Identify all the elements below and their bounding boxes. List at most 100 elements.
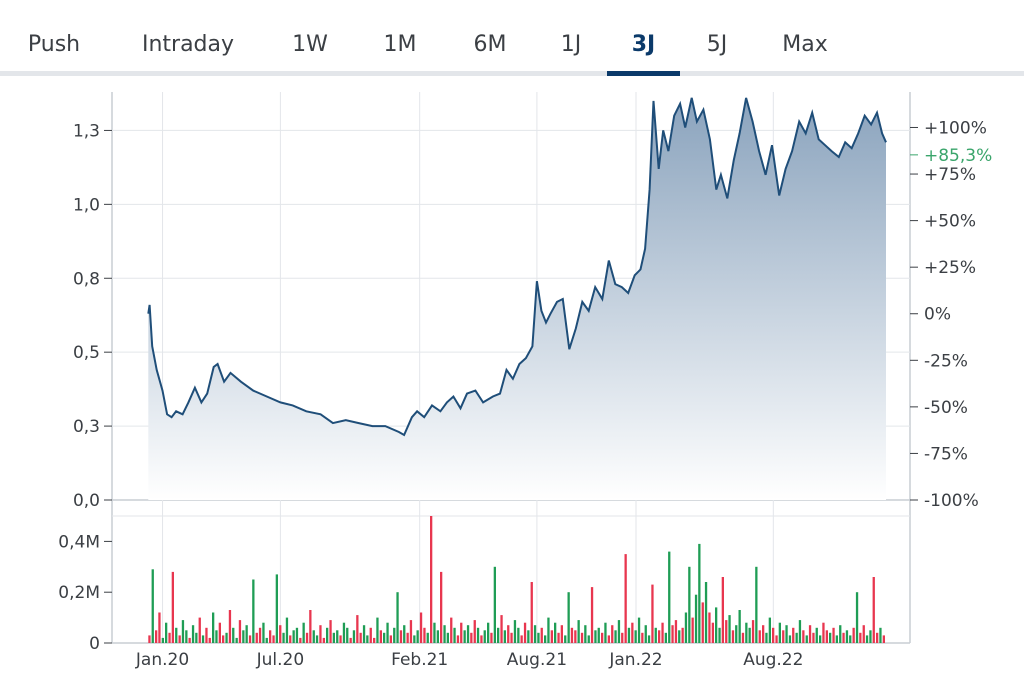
volume-bar xyxy=(751,620,755,643)
y2-tick-label: +100% xyxy=(924,118,987,138)
volume-bar xyxy=(476,627,480,643)
volume-bar xyxy=(265,637,268,643)
volume-bar xyxy=(718,627,721,643)
volume-bar xyxy=(493,566,496,643)
volume-bar xyxy=(235,637,238,643)
volume-bar xyxy=(614,630,617,643)
price-area xyxy=(148,97,887,501)
volume-bar xyxy=(547,617,550,643)
volume-bar xyxy=(450,617,453,643)
volume-bar xyxy=(554,622,557,643)
volume-bar xyxy=(728,615,731,643)
volume-bar xyxy=(637,617,641,643)
volume-bar xyxy=(785,625,788,643)
volume-bar xyxy=(865,635,869,643)
volume-bar xyxy=(332,632,335,643)
volume-bar xyxy=(668,551,671,643)
volume-bar xyxy=(403,625,406,643)
volume-bar xyxy=(326,627,329,643)
volume-bar xyxy=(205,627,208,643)
volume-bar xyxy=(456,635,460,643)
volume-bar xyxy=(688,566,691,643)
volume-bar xyxy=(557,632,560,643)
volume-bar xyxy=(282,632,285,643)
volume-bar xyxy=(346,627,349,643)
volume-bar xyxy=(738,610,741,643)
volume-bar xyxy=(852,627,855,643)
volume-bar xyxy=(262,622,265,643)
volume-bar xyxy=(590,587,594,643)
price-line xyxy=(147,97,887,437)
volume-bar xyxy=(319,625,322,643)
volume-bar xyxy=(798,620,802,643)
volume-bar xyxy=(560,625,563,643)
volume-bar xyxy=(822,622,825,643)
volume-bar xyxy=(446,632,449,643)
x-tick-label: Feb.21 xyxy=(391,650,448,670)
volume-bar xyxy=(386,622,389,643)
volume-bar xyxy=(349,637,352,643)
volume-bar xyxy=(463,630,466,643)
volume-bar xyxy=(644,625,647,643)
tab-intraday[interactable]: Intraday xyxy=(141,32,235,57)
volume-bar xyxy=(503,630,506,643)
volume-bar xyxy=(215,630,218,643)
volume-bar xyxy=(302,622,305,643)
volume-bar xyxy=(651,584,654,643)
volume-bar xyxy=(775,635,778,643)
volume-bar xyxy=(842,632,845,643)
volume-bar xyxy=(322,637,325,643)
volume-bar xyxy=(151,569,154,643)
volume-bar xyxy=(255,632,258,643)
volume-bar xyxy=(356,615,359,643)
tab-max[interactable]: Max xyxy=(782,32,828,57)
volume-bar xyxy=(222,635,225,643)
volume-bar xyxy=(520,635,523,643)
volume-bar xyxy=(480,635,483,643)
volume-bar xyxy=(661,622,664,643)
tab-1j[interactable]: 1J xyxy=(560,32,582,57)
y2-tick-label: +50% xyxy=(924,212,976,232)
y2-tick-label: +75% xyxy=(924,165,976,185)
volume-bar xyxy=(510,632,513,643)
volume-bar xyxy=(212,612,215,643)
volume-bar xyxy=(188,637,191,643)
x-tick-label: Aug.21 xyxy=(507,650,567,670)
tab-6m[interactable]: 6M xyxy=(473,32,507,57)
volume-bar xyxy=(735,625,738,643)
volume-bar xyxy=(473,620,476,643)
volume-bar xyxy=(812,632,815,643)
volume-bar xyxy=(497,627,500,643)
tab-1w[interactable]: 1W xyxy=(292,32,328,57)
volume-bar xyxy=(373,637,376,643)
volume-tick-label: 0,4M xyxy=(58,532,100,552)
y2-tick-label: 0% xyxy=(924,305,951,325)
volume-bar xyxy=(876,632,879,643)
volume-bar xyxy=(423,627,426,643)
volume-bar xyxy=(248,635,252,643)
volume-bar xyxy=(584,625,587,643)
volume-bar xyxy=(570,627,574,643)
volume-bar xyxy=(617,620,621,643)
volume-bar xyxy=(839,625,842,643)
volume-bar xyxy=(601,632,604,643)
volume-bar xyxy=(694,594,698,643)
volume-bar xyxy=(393,627,396,643)
tab-3j[interactable]: 3J xyxy=(607,28,680,76)
volume-bar xyxy=(362,625,366,643)
volume-bar xyxy=(470,632,473,643)
tab-1m[interactable]: 1M xyxy=(383,32,417,57)
tab-5j[interactable]: 5J xyxy=(706,32,728,57)
volume-bar xyxy=(762,625,765,643)
volume-bar xyxy=(795,632,798,643)
tab-push[interactable]: Push xyxy=(27,32,81,57)
y-tick-label: 1,0 xyxy=(73,195,100,215)
volume-bar xyxy=(305,632,309,643)
volume-bar xyxy=(684,612,688,643)
volume-bar xyxy=(527,630,530,643)
volume-bar xyxy=(855,592,859,643)
volume-bar xyxy=(383,632,386,643)
volume-bar xyxy=(487,622,490,643)
volume-bar xyxy=(845,630,849,643)
